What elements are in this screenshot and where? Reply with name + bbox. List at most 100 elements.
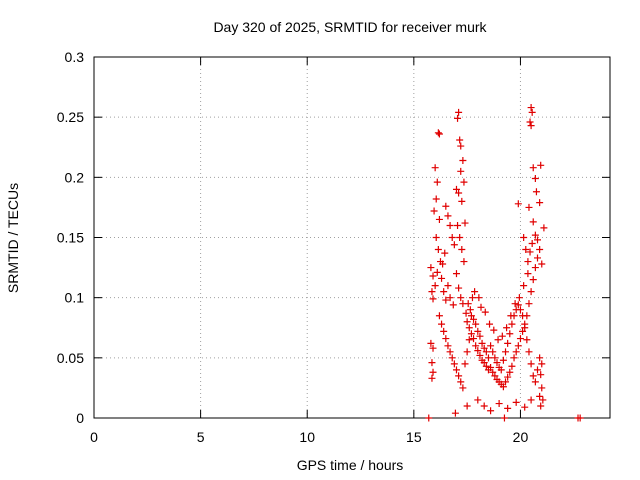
data-point — [449, 301, 457, 309]
data-point — [476, 332, 484, 340]
data-point — [463, 402, 471, 410]
y-tick-label: 0.15 — [57, 230, 84, 246]
data-point — [429, 368, 437, 376]
data-point — [450, 241, 458, 249]
y-tick-label: 0.1 — [65, 290, 85, 306]
data-point — [434, 129, 442, 137]
data-point — [439, 260, 447, 268]
data-point — [427, 339, 435, 347]
data-point — [472, 320, 480, 328]
data-point — [474, 347, 482, 355]
data-point — [529, 164, 537, 172]
data-point — [463, 318, 471, 326]
data-point — [428, 288, 436, 296]
data-point — [477, 303, 485, 311]
data-point — [425, 414, 433, 422]
data-point — [451, 409, 459, 417]
y-tick-label: 0.3 — [65, 49, 85, 65]
data-point — [435, 130, 443, 138]
data-point — [521, 403, 529, 411]
data-point — [521, 324, 529, 332]
data-point — [538, 260, 546, 268]
x-axis-label: GPS time / hours — [297, 457, 404, 473]
data-point — [440, 327, 448, 335]
data-point — [458, 197, 466, 205]
data-point — [528, 240, 536, 248]
data-point — [432, 195, 440, 203]
y-tick-label: 0.25 — [57, 109, 84, 125]
data-point — [448, 234, 456, 241]
data-point — [502, 348, 510, 356]
data-point — [487, 363, 495, 371]
data-point — [491, 372, 499, 380]
data-point — [510, 354, 518, 362]
data-point — [472, 342, 480, 350]
data-point — [455, 284, 463, 292]
data-point — [429, 272, 437, 280]
data-point — [529, 218, 537, 226]
data-point — [452, 185, 460, 193]
data-point — [464, 300, 472, 308]
data-point — [448, 354, 456, 362]
data-point — [508, 362, 516, 370]
data-point — [480, 344, 488, 352]
data-point — [471, 288, 479, 296]
data-point — [507, 312, 515, 320]
data-point — [446, 221, 454, 229]
data-point — [489, 348, 497, 356]
data-points — [425, 104, 584, 422]
data-point — [457, 142, 465, 150]
data-point — [460, 258, 468, 266]
data-point — [468, 294, 476, 302]
data-point — [486, 320, 494, 328]
data-point — [462, 309, 470, 317]
data-point — [493, 359, 501, 367]
data-point — [536, 246, 544, 254]
data-point — [463, 348, 471, 356]
data-point — [526, 248, 534, 256]
data-point — [519, 312, 527, 320]
data-point — [459, 156, 467, 164]
data-point — [525, 203, 533, 211]
data-point — [519, 327, 527, 335]
y-axis-label: SRMTID / TECUs — [5, 183, 21, 293]
data-point — [537, 161, 545, 169]
data-point — [524, 270, 532, 278]
data-point — [539, 396, 547, 404]
data-point — [478, 339, 486, 347]
data-point — [435, 312, 443, 320]
data-point — [452, 366, 460, 374]
data-point — [452, 270, 460, 278]
y-tick-label: 0.2 — [65, 169, 85, 185]
data-point — [442, 296, 450, 304]
data-point — [433, 178, 441, 186]
data-point — [531, 231, 539, 239]
data-point — [480, 402, 488, 410]
data-point — [487, 407, 495, 415]
data-point — [444, 282, 452, 290]
data-point — [532, 188, 540, 196]
data-point — [465, 324, 473, 332]
data-point — [537, 402, 545, 410]
data-point — [512, 398, 520, 406]
data-point — [465, 336, 473, 344]
data-point — [524, 258, 532, 266]
data-point — [508, 320, 516, 328]
data-point — [458, 246, 466, 254]
data-point — [456, 136, 464, 144]
data-point — [531, 378, 539, 386]
data-point — [527, 288, 535, 296]
data-point — [506, 368, 514, 376]
data-point — [503, 324, 511, 332]
data-point — [525, 348, 533, 356]
x-tick-label: 10 — [299, 429, 315, 445]
data-point — [431, 164, 439, 172]
data-point — [438, 274, 446, 282]
data-point — [442, 335, 450, 343]
data-point — [490, 326, 498, 334]
data-point — [506, 330, 514, 338]
data-point — [538, 384, 546, 392]
data-point — [576, 414, 584, 422]
data-point — [495, 400, 503, 408]
